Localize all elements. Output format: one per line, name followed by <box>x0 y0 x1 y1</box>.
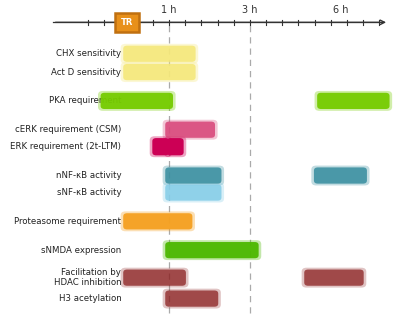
Text: ERK requirement (2t-LTM): ERK requirement (2t-LTM) <box>10 142 121 151</box>
Text: nNF-κB activity: nNF-κB activity <box>56 171 121 180</box>
Text: TR: TR <box>121 18 133 27</box>
FancyBboxPatch shape <box>163 289 221 308</box>
FancyBboxPatch shape <box>167 138 184 155</box>
FancyBboxPatch shape <box>304 269 364 286</box>
FancyBboxPatch shape <box>121 62 198 82</box>
Text: 3 h: 3 h <box>242 5 258 15</box>
Text: 6 h: 6 h <box>333 5 348 15</box>
FancyBboxPatch shape <box>314 167 367 184</box>
FancyBboxPatch shape <box>121 211 195 231</box>
FancyBboxPatch shape <box>123 213 192 230</box>
FancyBboxPatch shape <box>150 136 172 157</box>
Text: sNF-κB activity: sNF-κB activity <box>57 188 121 197</box>
Text: Act D sensitivity: Act D sensitivity <box>51 68 121 77</box>
Text: CHX sensitivity: CHX sensitivity <box>56 49 121 58</box>
FancyBboxPatch shape <box>165 184 222 201</box>
FancyBboxPatch shape <box>165 290 218 307</box>
Text: sNMDA expression: sNMDA expression <box>41 246 121 255</box>
FancyBboxPatch shape <box>163 120 218 140</box>
Text: cERK requirement (CSM): cERK requirement (CSM) <box>15 125 121 134</box>
FancyBboxPatch shape <box>165 167 222 184</box>
FancyBboxPatch shape <box>163 240 261 260</box>
Text: H3 acetylation: H3 acetylation <box>58 294 121 303</box>
Text: 1 h: 1 h <box>161 5 177 15</box>
FancyBboxPatch shape <box>314 91 392 111</box>
FancyBboxPatch shape <box>163 165 224 185</box>
Text: Facilitation by
HDAC inhibition: Facilitation by HDAC inhibition <box>54 268 121 287</box>
FancyBboxPatch shape <box>98 91 176 111</box>
FancyBboxPatch shape <box>163 183 224 203</box>
FancyBboxPatch shape <box>165 122 215 138</box>
FancyBboxPatch shape <box>311 165 370 185</box>
FancyBboxPatch shape <box>123 269 186 286</box>
FancyBboxPatch shape <box>152 138 169 155</box>
FancyBboxPatch shape <box>121 268 188 288</box>
FancyBboxPatch shape <box>121 44 198 64</box>
Text: Proteasome requirement: Proteasome requirement <box>14 217 121 226</box>
FancyBboxPatch shape <box>100 93 173 109</box>
FancyBboxPatch shape <box>115 13 139 32</box>
FancyBboxPatch shape <box>317 93 390 109</box>
Text: PKA requirement: PKA requirement <box>49 96 121 105</box>
FancyBboxPatch shape <box>165 242 259 258</box>
FancyBboxPatch shape <box>123 46 196 62</box>
FancyBboxPatch shape <box>164 136 186 157</box>
FancyBboxPatch shape <box>302 268 366 288</box>
FancyBboxPatch shape <box>123 64 196 80</box>
